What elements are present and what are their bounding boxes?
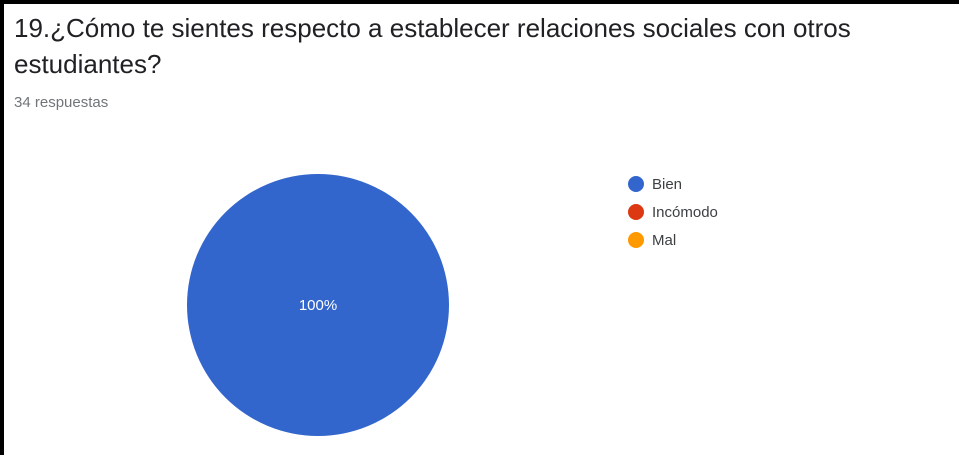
legend-swatch-incómodo [628, 204, 644, 220]
legend-label-incómodo: Incómodo [652, 204, 718, 221]
legend-label-bien: Bien [652, 176, 682, 193]
legend-label-mal: Mal [652, 232, 676, 249]
question-title: 19.¿Cómo te sientes respecto a establece… [14, 13, 851, 79]
legend-swatch-bien [628, 176, 644, 192]
legend-item-mal[interactable]: Mal [628, 232, 676, 249]
legend-swatch-mal [628, 232, 644, 248]
slice-label-bien: 100% [299, 297, 337, 314]
pie-slice-bien[interactable] [187, 174, 449, 436]
response-count: 34 respuestas [14, 94, 109, 111]
legend-item-incómodo[interactable]: Incómodo [628, 204, 718, 221]
legend-item-bien[interactable]: Bien [628, 176, 682, 193]
